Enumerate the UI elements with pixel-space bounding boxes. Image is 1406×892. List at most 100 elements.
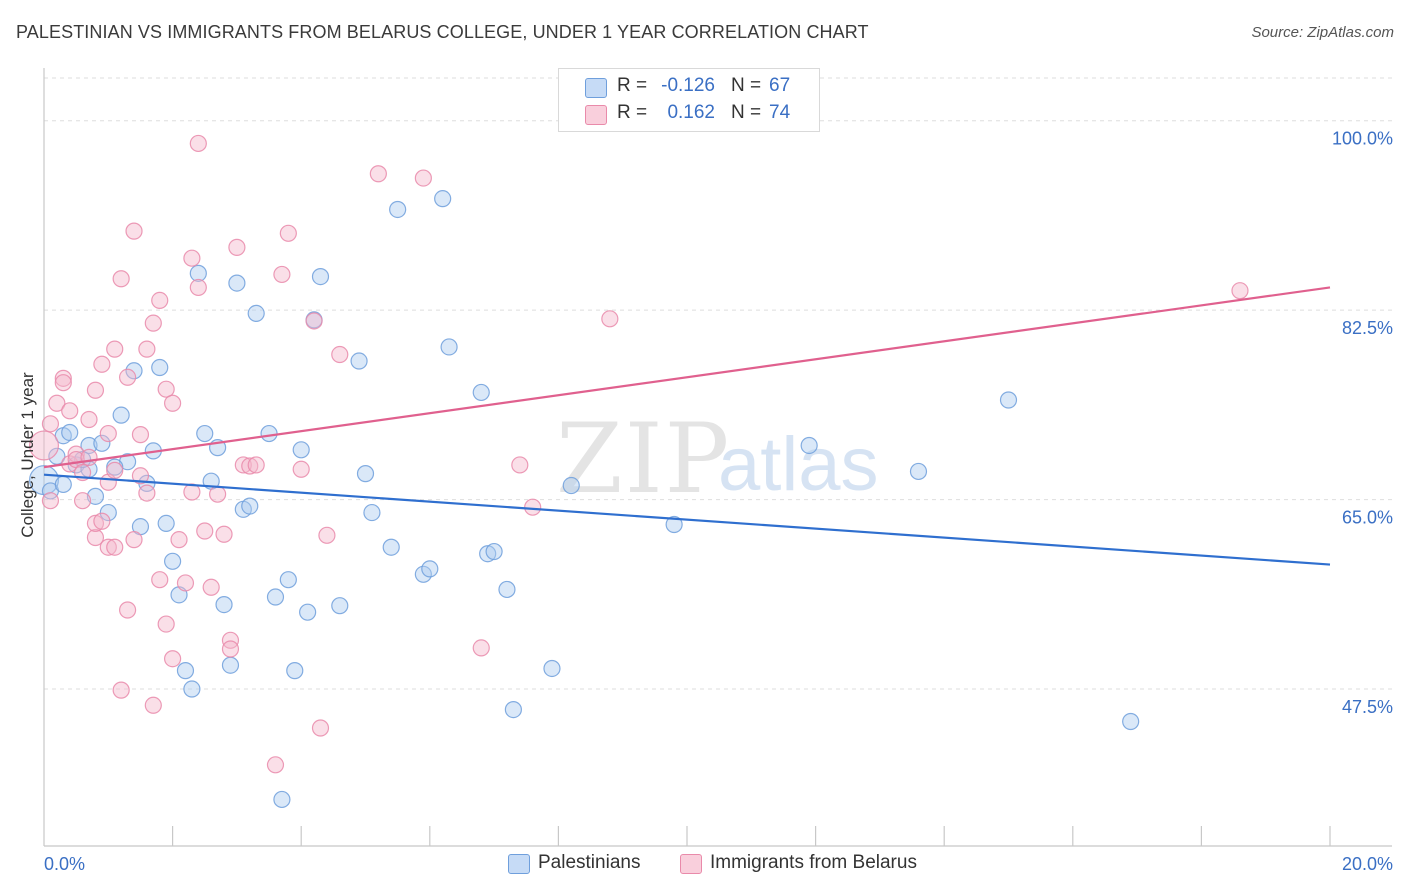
point-belarus bbox=[138, 340, 156, 358]
point-palestinian bbox=[485, 542, 503, 561]
point-palestinian bbox=[247, 304, 265, 323]
point-belarus bbox=[202, 578, 220, 596]
point-belarus bbox=[144, 314, 162, 332]
point-belarus bbox=[125, 531, 143, 549]
watermark-zip: ZIP bbox=[556, 403, 731, 515]
x-tick-label: 20.0% bbox=[1342, 854, 1393, 874]
gridlines bbox=[44, 77, 1392, 690]
point-palestinian bbox=[286, 662, 304, 680]
point-belarus bbox=[183, 249, 201, 267]
point-belarus bbox=[86, 381, 105, 399]
point-palestinian bbox=[86, 487, 105, 505]
point-belarus bbox=[93, 355, 111, 373]
point-palestinian bbox=[498, 580, 516, 599]
point-palestinian bbox=[260, 424, 278, 443]
legend-n-label: N = bbox=[731, 102, 762, 123]
legend-n-value: 67 bbox=[769, 75, 791, 96]
point-palestinian bbox=[196, 424, 214, 443]
point-belarus bbox=[247, 456, 265, 474]
point-palestinian bbox=[292, 441, 310, 459]
trend-line-palestinians bbox=[43, 473, 1331, 566]
legend-swatch-blue bbox=[508, 854, 530, 874]
legend-swatch-blue bbox=[585, 78, 607, 98]
point-belarus bbox=[112, 270, 130, 288]
point-belarus bbox=[99, 538, 117, 556]
point-palestinian bbox=[151, 358, 169, 377]
point-belarus bbox=[157, 380, 175, 398]
point-belarus bbox=[164, 650, 182, 668]
y-tick-label: 100.0% bbox=[1332, 129, 1393, 149]
point-palestinian bbox=[61, 423, 79, 442]
point-palestinian bbox=[665, 515, 683, 534]
point-palestinian bbox=[125, 362, 143, 380]
point-belarus bbox=[189, 134, 207, 153]
point-belarus bbox=[73, 492, 92, 510]
point-belarus bbox=[601, 310, 619, 328]
point-belarus bbox=[266, 756, 285, 774]
point-belarus bbox=[157, 615, 175, 633]
point-palestinian bbox=[543, 659, 561, 678]
point-belarus bbox=[209, 485, 227, 503]
point-palestinian bbox=[241, 497, 259, 515]
watermark-atlas: atlas bbox=[718, 422, 879, 507]
point-belarus bbox=[29, 430, 59, 461]
legend-swatch-pink bbox=[680, 854, 702, 874]
point-belarus bbox=[170, 531, 188, 549]
point-palestinian bbox=[389, 200, 407, 219]
point-palestinian bbox=[221, 656, 240, 674]
point-palestinian bbox=[562, 476, 580, 495]
point-belarus bbox=[106, 538, 124, 556]
point-belarus bbox=[511, 456, 529, 474]
point-palestinian bbox=[356, 465, 375, 483]
point-belarus bbox=[41, 415, 60, 433]
legend-n-label: N = bbox=[731, 75, 762, 96]
point-palestinian bbox=[434, 190, 452, 208]
point-palestinian bbox=[350, 352, 368, 370]
point-belarus bbox=[125, 222, 143, 240]
point-belarus bbox=[228, 238, 246, 256]
legend-n-value: 74 bbox=[769, 102, 791, 123]
source-label: Source: ZipAtlas.com bbox=[1251, 24, 1394, 41]
trend-line-belarus bbox=[43, 286, 1331, 469]
point-belarus bbox=[311, 719, 330, 737]
point-palestinian bbox=[311, 267, 330, 286]
point-palestinian bbox=[504, 701, 522, 719]
point-palestinian bbox=[99, 503, 117, 522]
point-belarus bbox=[86, 514, 105, 533]
point-belarus bbox=[93, 512, 111, 530]
legend-r-value: 0.162 bbox=[667, 102, 715, 123]
chart-title: PALESTINIAN VS IMMIGRANTS FROM BELARUS C… bbox=[16, 22, 869, 42]
point-belarus bbox=[106, 340, 124, 358]
y-tick-label: 47.5% bbox=[1342, 697, 1393, 717]
point-palestinian bbox=[176, 662, 195, 680]
point-belarus bbox=[331, 345, 349, 364]
point-belarus bbox=[131, 467, 150, 485]
point-palestinian bbox=[909, 462, 928, 481]
point-palestinian bbox=[299, 603, 317, 621]
point-belarus bbox=[279, 224, 297, 242]
point-palestinian bbox=[93, 434, 111, 452]
point-palestinian bbox=[118, 453, 137, 471]
legend-r-label: R = bbox=[617, 75, 648, 96]
point-belarus bbox=[112, 681, 130, 699]
point-belarus bbox=[106, 461, 124, 479]
point-belarus bbox=[151, 571, 169, 589]
point-palestinian bbox=[183, 680, 201, 698]
point-belarus bbox=[369, 165, 387, 183]
point-palestinian bbox=[421, 560, 439, 578]
point-palestinian bbox=[1122, 712, 1140, 731]
point-belarus bbox=[215, 525, 233, 543]
stats-legend: R = -0.126 N = 67 R = 0.162 N = 74 bbox=[558, 68, 820, 132]
point-belarus bbox=[221, 640, 240, 658]
point-belarus bbox=[54, 374, 72, 392]
point-belarus bbox=[144, 696, 162, 714]
point-belarus bbox=[41, 492, 60, 510]
x-tick-label: 0.0% bbox=[44, 854, 85, 874]
point-palestinian bbox=[29, 465, 59, 496]
point-belarus bbox=[86, 528, 105, 547]
point-belarus bbox=[118, 368, 137, 386]
point-palestinian bbox=[331, 597, 349, 615]
y-tick-label: 82.5% bbox=[1342, 318, 1393, 338]
